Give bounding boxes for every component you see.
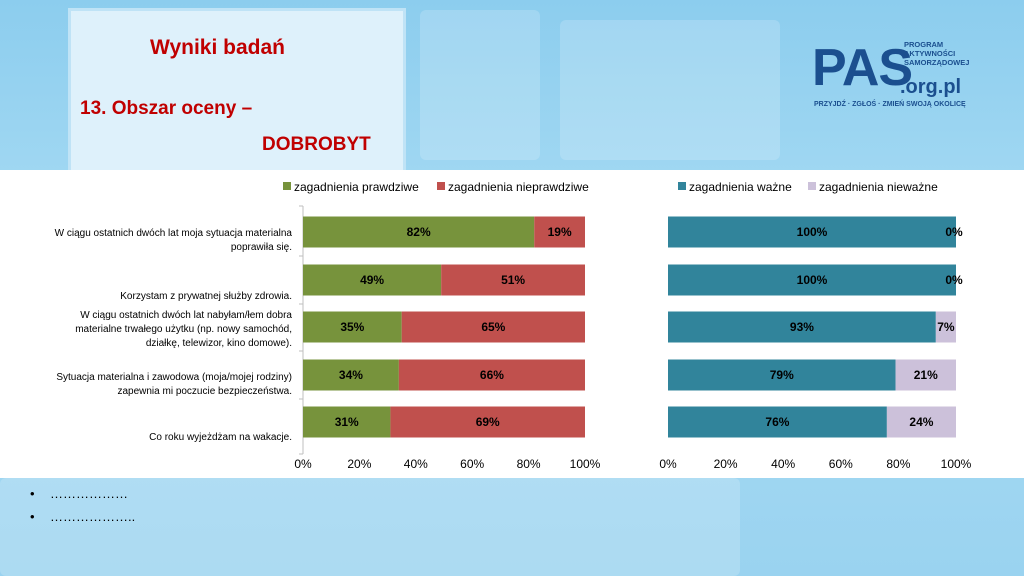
category-label: Co roku wyjeżdżam na wakacje.: [149, 432, 292, 443]
logo-main-text: PAS: [812, 39, 913, 97]
data-label: 66%: [480, 368, 504, 382]
background-decoration: [0, 478, 740, 576]
bar-segment: [303, 264, 442, 296]
x-tick-label: 40%: [771, 457, 795, 471]
bar-segment: [935, 311, 956, 343]
legend-label: zagadnienia nieważne: [819, 180, 938, 194]
legend-swatch: [283, 182, 291, 190]
data-label: 65%: [481, 320, 505, 334]
bullet-text: ………………: [50, 486, 128, 501]
data-label: 79%: [770, 368, 794, 382]
data-label: 19%: [548, 225, 572, 239]
data-label: 69%: [476, 415, 500, 429]
x-tick-label: 40%: [404, 457, 428, 471]
x-tick-label: 0%: [659, 457, 677, 471]
data-label: 31%: [335, 415, 359, 429]
x-tick-label: 100%: [941, 457, 972, 471]
data-label: 82%: [407, 225, 431, 239]
title-box: [68, 8, 406, 176]
category-label: Sytuacja materialna i zawodowa (moja/moj…: [56, 372, 292, 383]
category-label: poprawiła się.: [231, 242, 292, 253]
slide-subtitle: 13. Obszar oceny –: [80, 98, 253, 119]
category-label: materialne trwałego użytku (np. nowy sam…: [75, 324, 292, 335]
logo-tagline: PRZYJDŹ · ZGŁOŚ · ZMIEŃ SWOJĄ OKOLICĘ: [814, 101, 966, 108]
data-label: 76%: [765, 415, 789, 429]
slide-title: Wyniki badań: [150, 36, 285, 59]
background-decoration: [560, 20, 780, 160]
bar-segment: [303, 359, 399, 391]
bar-segment: [303, 311, 402, 343]
bar-segment: [668, 406, 887, 438]
category-label: zapewnia mi poczucie bezpieczeństwa.: [117, 386, 292, 397]
data-label: 0%: [945, 225, 963, 239]
bullet-text: ………………..: [50, 509, 136, 524]
logo-side-text: PROGRAM AKTYWNOŚCI SAMORZĄDOWEJ: [904, 40, 974, 67]
category-label: działkę, telewizor, kino domowe).: [146, 338, 292, 349]
legend-label: zagadnienia prawdziwe: [294, 180, 419, 194]
x-tick-label: 20%: [714, 457, 738, 471]
category-label: W ciągu ostatnich dwóch lat moja sytuacj…: [55, 228, 293, 239]
x-tick-label: 60%: [829, 457, 853, 471]
data-label: 100%: [797, 273, 828, 287]
data-label: 49%: [360, 273, 384, 287]
bar-segment: [390, 406, 585, 438]
bar-segment: [668, 264, 956, 296]
legend-label: zagadnienia ważne: [689, 180, 792, 194]
x-tick-label: 20%: [347, 457, 371, 471]
pas-logo: PAS PROGRAM AKTYWNOŚCI SAMORZĄDOWEJ .org…: [812, 38, 972, 118]
background-decoration: [420, 10, 540, 160]
data-label: 51%: [501, 273, 525, 287]
data-label: 35%: [340, 320, 364, 334]
bar-segment: [668, 311, 936, 343]
x-tick-label: 0%: [294, 457, 312, 471]
bar-segment: [401, 311, 585, 343]
bar-segment: [668, 359, 896, 391]
data-label: 100%: [797, 225, 828, 239]
data-label: 0%: [945, 273, 963, 287]
bar-segment: [886, 406, 956, 438]
bullet-item: •………………..: [30, 509, 136, 524]
x-tick-label: 60%: [460, 457, 484, 471]
slide-subtitle-area: DOBROBYT: [262, 134, 371, 155]
data-label: 24%: [909, 415, 933, 429]
x-tick-label: 100%: [570, 457, 601, 471]
bar-segment: [668, 216, 956, 248]
data-label: 21%: [914, 368, 938, 382]
bar-segment: [398, 359, 585, 391]
legend-swatch: [437, 182, 445, 190]
logo-org-text: .org.pl: [900, 76, 962, 98]
bar-segment: [534, 216, 585, 248]
data-label: 93%: [790, 320, 814, 334]
legend-swatch: [678, 182, 686, 190]
logo-side-line: SAMORZĄDOWEJ: [904, 58, 970, 67]
data-label: 7%: [937, 320, 955, 334]
bar-segment: [441, 264, 585, 296]
legend-swatch: [808, 182, 816, 190]
bar-segment: [303, 216, 535, 248]
x-tick-label: 80%: [517, 457, 541, 471]
bullet-item: •………………: [30, 486, 128, 501]
logo-side-line: PROGRAM: [904, 40, 944, 49]
x-tick-label: 80%: [886, 457, 910, 471]
data-label: 34%: [339, 368, 363, 382]
category-label: Korzystam z prywatnej służby zdrowia.: [120, 291, 292, 302]
bullet-list: •……………… •………………..: [30, 486, 135, 532]
bar-segment: [895, 359, 956, 391]
legend-label: zagadnienia nieprawdziwe: [448, 180, 589, 194]
logo-side-line: AKTYWNOŚCI: [904, 49, 956, 58]
category-label: W ciągu ostatnich dwóch lat nabyłam/łem …: [80, 310, 292, 321]
bar-segment: [303, 406, 391, 438]
